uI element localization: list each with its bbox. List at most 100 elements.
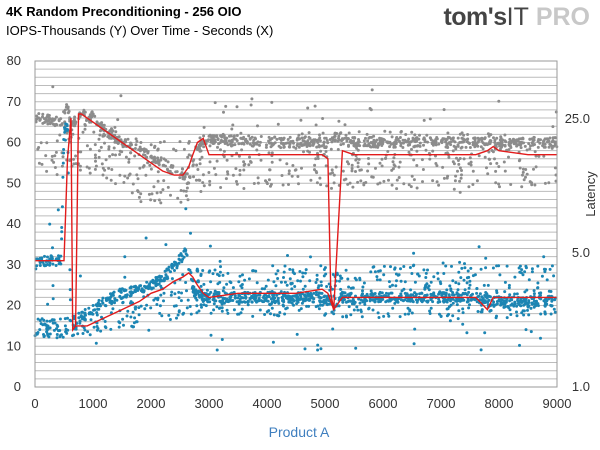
latency-point [457,162,461,166]
latency-point [410,147,413,151]
iops-point [532,292,536,296]
iops-point [428,312,432,315]
latency-point [267,139,271,143]
latency-point [507,140,511,144]
latency-point [483,155,487,159]
latency-point [213,101,217,105]
latency-point [498,142,501,146]
iops-point [509,303,513,307]
latency-point [142,164,146,168]
iops-point [50,257,54,260]
latency-point [232,137,236,141]
latency-point [378,161,382,165]
iops-point [208,244,212,248]
iops-point [276,277,280,280]
latency-point [105,176,109,180]
iops-point [92,325,96,329]
iops-point [55,327,58,331]
latency-point [324,150,328,153]
latency-point [252,182,256,185]
iops-point [152,298,156,302]
iops-point [216,272,219,276]
latency-point [108,129,112,133]
latency-point [533,150,537,154]
latency-point [309,178,313,182]
latency-point [198,162,202,166]
iops-point [218,280,222,284]
iops-point [35,264,39,268]
iops-point [361,289,364,293]
iops-point [110,294,114,297]
latency-point [380,157,384,161]
iops-point [43,254,46,258]
latency-point [110,168,114,171]
latency-point [280,174,284,177]
latency-point [421,168,425,171]
latency-point [134,137,138,141]
latency-point [119,94,123,98]
latency-point [282,145,286,149]
iops-point [215,305,219,309]
latency-point [178,140,182,144]
latency-point [337,119,341,123]
latency-point [55,139,59,143]
iops-point [205,288,209,292]
iops-point [311,300,315,304]
latency-point [452,187,456,191]
latency-point [518,143,522,147]
latency-point [344,133,348,137]
iops-point [516,298,520,302]
latency-point [442,108,446,112]
latency-point [250,97,254,101]
latency-point [356,165,360,169]
iops-point [285,283,289,287]
latency-point [305,143,309,147]
iops-point [543,270,547,274]
iops-point [58,317,62,321]
iops-point [65,331,69,335]
latency-point [532,136,536,139]
latency-point [543,181,547,185]
latency-point [313,163,317,167]
latency-point [239,131,243,135]
latency-point [486,132,490,136]
chart-subtitle: IOPS-Thousands (Y) Over Time - Seconds (… [6,23,274,38]
iops-point [188,268,192,272]
latency-point [39,141,43,145]
latency-point [308,136,312,140]
iops-point [483,331,487,335]
chart-title: 4K Random Preconditioning - 256 OIO [6,4,242,19]
latency-point [350,167,354,170]
iops-point [485,292,489,296]
latency-point [444,140,448,144]
latency-point [55,173,59,177]
latency-point [291,164,295,167]
latency-point [234,167,238,171]
latency-point [134,143,138,147]
latency-point [399,144,403,148]
iops-point [209,333,213,337]
iops-point [226,271,230,275]
iops-point [347,293,351,297]
iops-point [83,328,87,332]
iops-point [451,301,455,305]
latency-point [100,121,104,125]
latency-point [428,157,432,161]
iops-point [455,303,459,307]
latency-point [212,139,216,143]
latency-point [296,142,300,146]
latency-point [186,155,190,159]
iops-point [529,306,533,310]
iops-point [484,266,488,270]
latency-point [458,157,462,160]
latency-point [451,139,455,142]
iops-point [349,313,353,317]
iops-point [437,292,441,296]
latency-point [251,141,255,145]
iops-point [304,268,308,272]
iops-point [480,310,484,314]
latency-point [485,143,489,147]
latency-point [149,143,153,147]
iops-point [92,308,96,312]
iops-point [41,260,45,264]
